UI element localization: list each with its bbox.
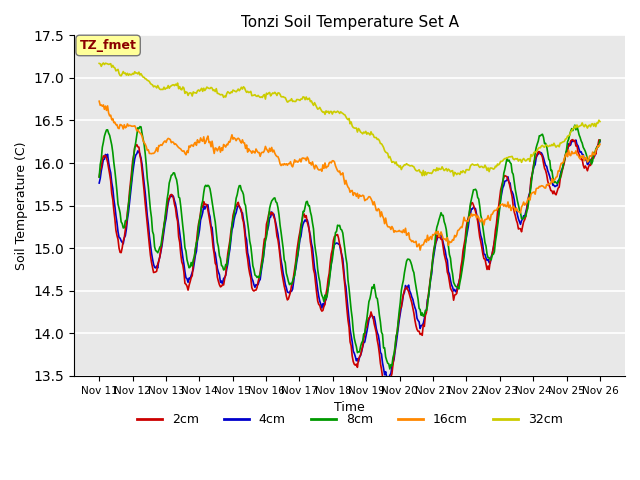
Y-axis label: Soil Temperature (C): Soil Temperature (C)	[15, 142, 28, 270]
Text: TZ_fmet: TZ_fmet	[79, 39, 136, 52]
X-axis label: Time: Time	[334, 401, 365, 414]
Title: Tonzi Soil Temperature Set A: Tonzi Soil Temperature Set A	[241, 15, 459, 30]
Legend: 2cm, 4cm, 8cm, 16cm, 32cm: 2cm, 4cm, 8cm, 16cm, 32cm	[132, 408, 568, 431]
